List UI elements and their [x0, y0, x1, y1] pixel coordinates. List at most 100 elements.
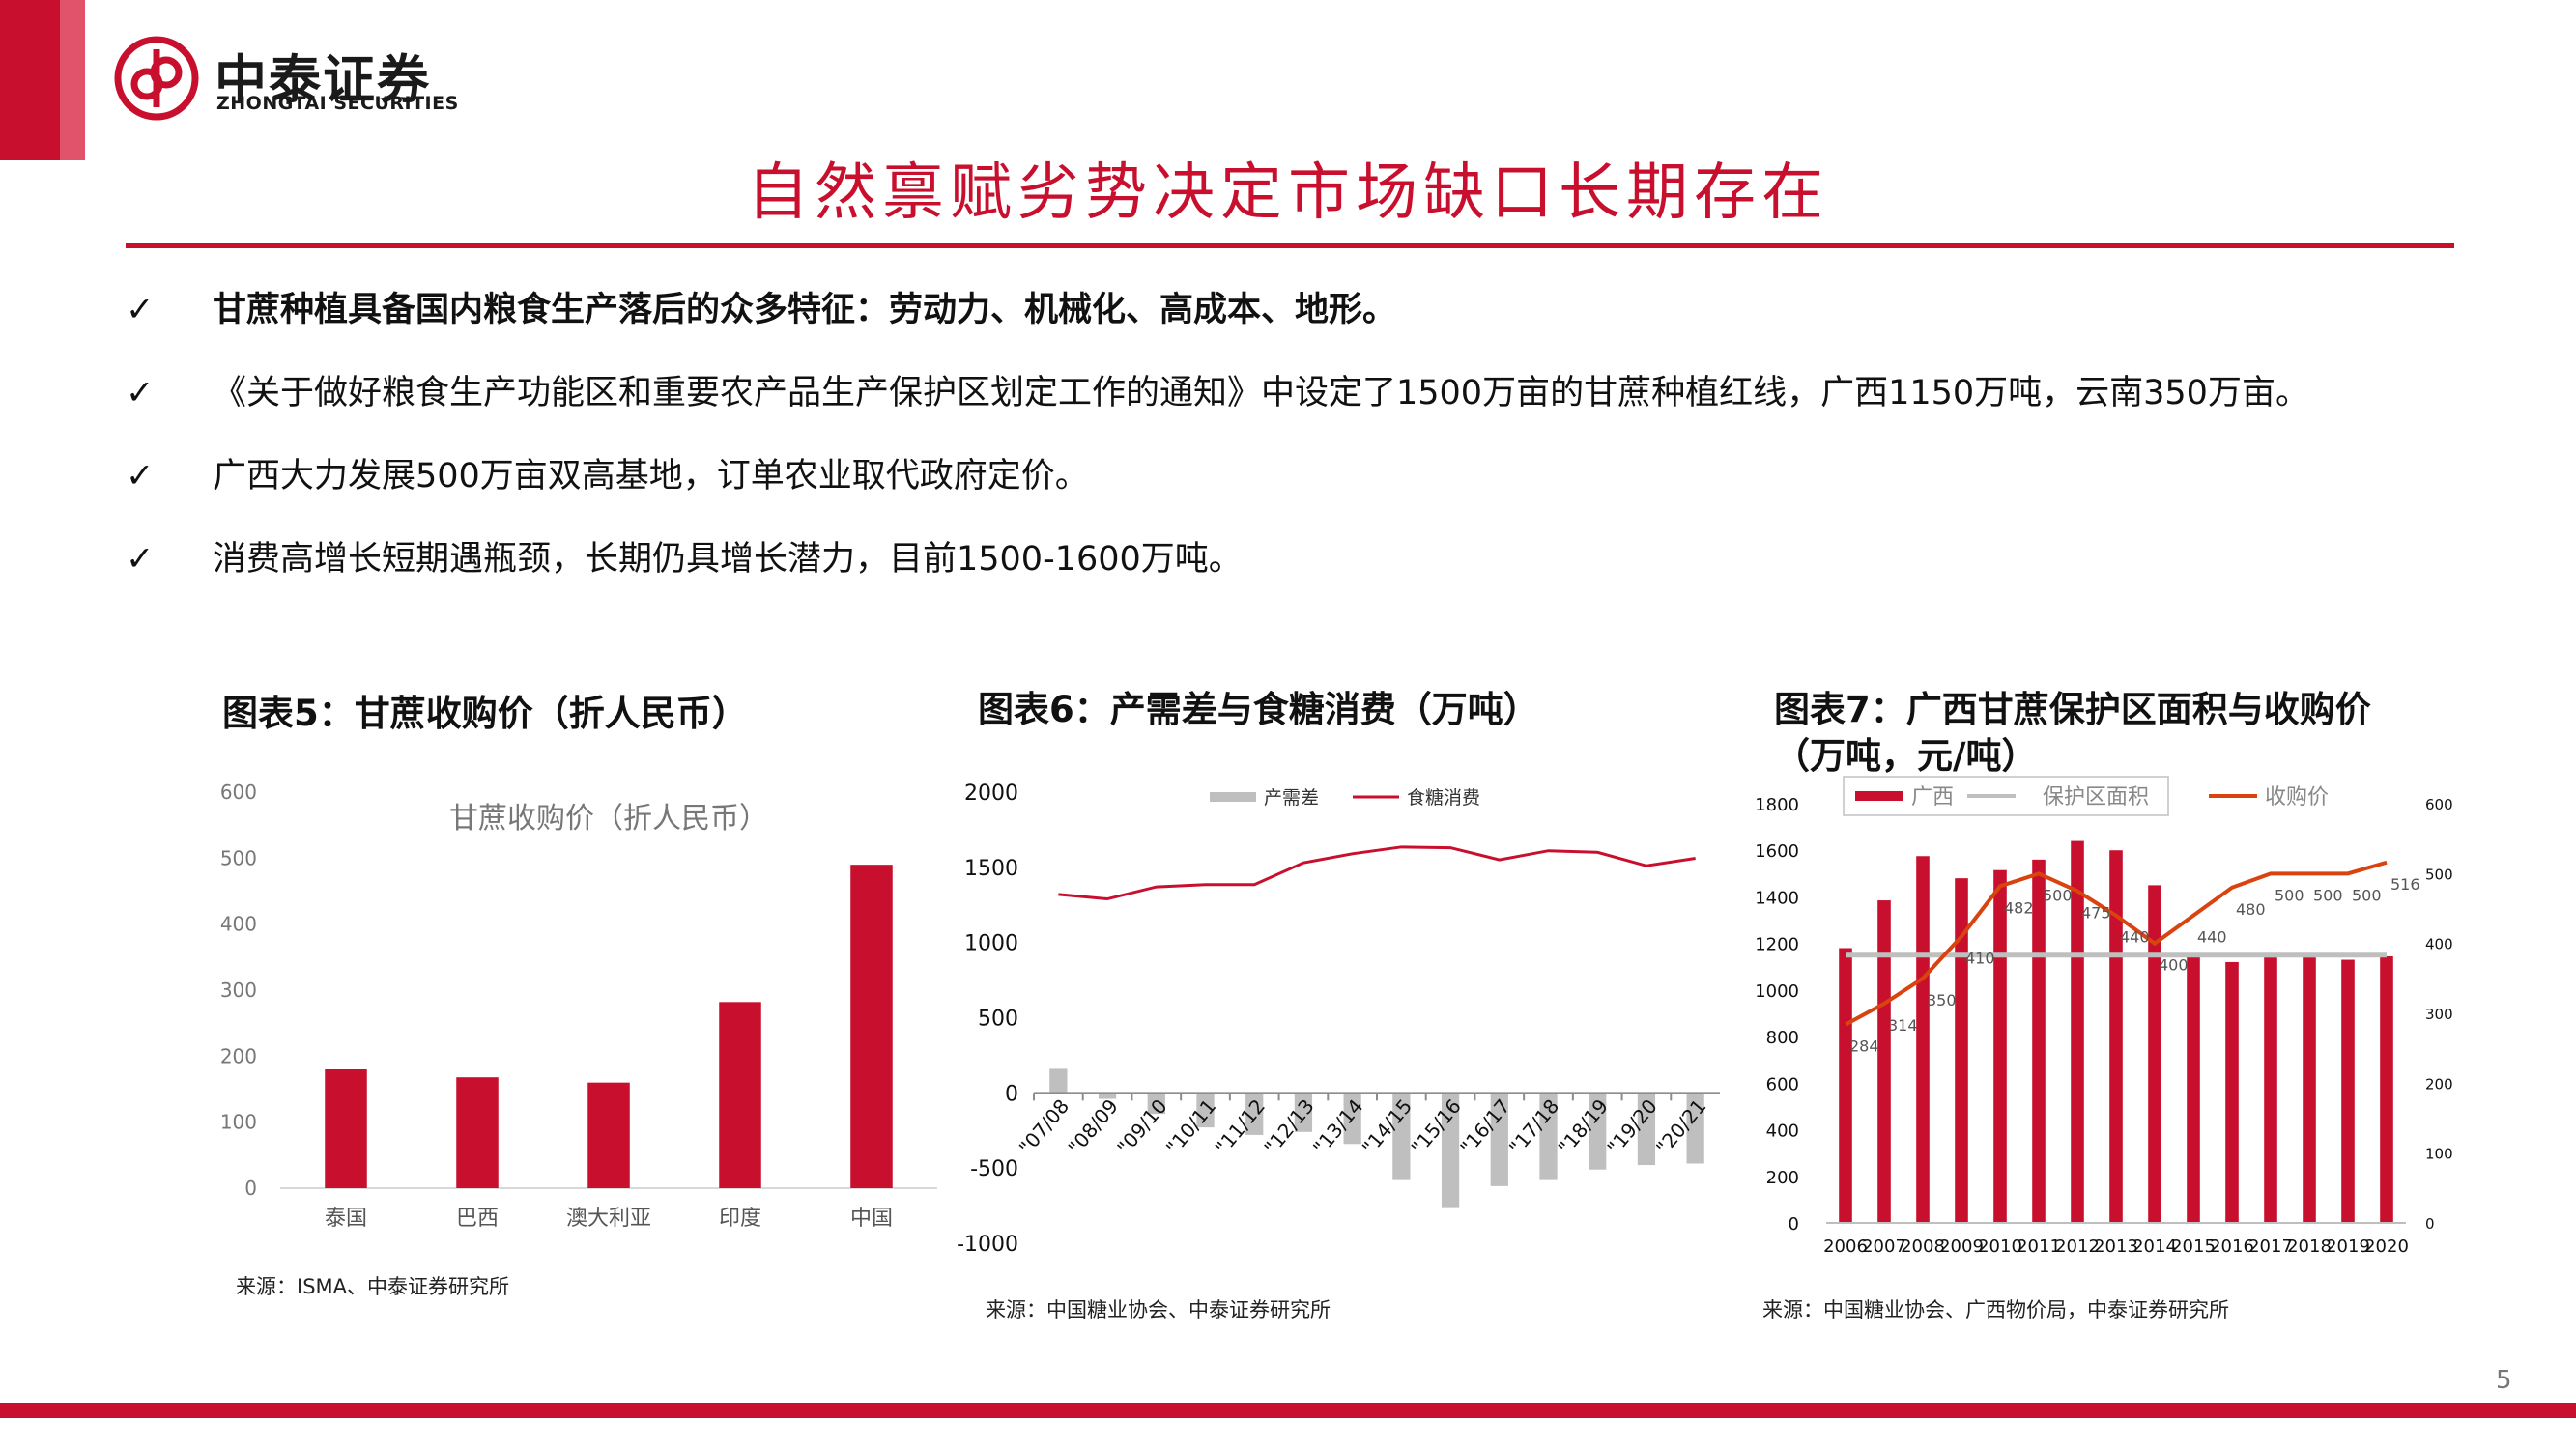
price-data-label: 500 — [2313, 886, 2343, 904]
bar-中国 — [850, 865, 893, 1188]
x-tick-label: "08/09 — [1064, 1094, 1123, 1159]
y-left-tick-label: 600 — [1766, 1074, 1799, 1094]
bar-guangxi-2007 — [1877, 900, 1891, 1223]
y-right-tick-label: 300 — [2425, 1006, 2453, 1023]
bar-gap-16/17 — [1490, 1093, 1508, 1186]
bar-gap-19/20 — [1637, 1093, 1656, 1166]
bar-guangxi-2017 — [2264, 957, 2277, 1223]
x-tick-label: 巴西 — [456, 1207, 499, 1231]
x-tick-label: 2006 — [1823, 1236, 1868, 1257]
bar-guangxi-2013 — [2109, 850, 2123, 1223]
y-right-tick-label: 200 — [2425, 1075, 2453, 1093]
corner-accent-bar — [0, 0, 85, 160]
chart-inner-title: 甘蔗收购价（折人民币） — [449, 802, 768, 836]
bar-guangxi-2009 — [1955, 878, 1968, 1223]
y-left-tick-label: 1200 — [1755, 935, 1799, 955]
y-right-tick-label: 100 — [2425, 1146, 2453, 1163]
purchase-price-line — [1845, 860, 2388, 1027]
footer-bar — [0, 1403, 2576, 1418]
y-tick-label: 0 — [244, 1177, 257, 1200]
y-left-tick-label: 1800 — [1755, 795, 1799, 815]
price-data-label: 400 — [2159, 956, 2189, 975]
bar-gap-07/08 — [1049, 1068, 1068, 1094]
y-right-tick-label: 0 — [2425, 1215, 2435, 1233]
bullet-item-1: ✓ 甘蔗种植具备国内粮食生产落后的众多特征：劳动力、机械化、高成本、地形。 — [126, 282, 1396, 331]
y-tick-label: -1000 — [957, 1233, 1018, 1257]
bullet-text: 消费高增长短期遇瓶颈，长期仍具增长潜力，目前1500-1600万吨。 — [213, 540, 1243, 579]
legend-label: 广西 — [1911, 785, 1954, 810]
bar-guangxi-2008 — [1916, 856, 1930, 1223]
price-data-label: 500 — [2043, 886, 2073, 904]
bar-gap-13/14 — [1343, 1093, 1361, 1145]
price-data-label: 480 — [2236, 900, 2266, 919]
bullet-text: 甘蔗种植具备国内粮食生产落后的众多特征：劳动力、机械化、高成本、地形。 — [213, 291, 1397, 329]
price-data-label: 350 — [1927, 991, 1957, 1009]
x-tick-label: 2019 — [2326, 1236, 2370, 1257]
chart5-heading: 图表5：甘蔗收购价（折人民币） — [222, 693, 748, 734]
bar-gap-08/09 — [1098, 1093, 1117, 1099]
y-left-tick-label: 800 — [1766, 1028, 1799, 1048]
consumption-line — [1058, 845, 1696, 901]
y-tick-label: 500 — [220, 846, 257, 869]
legend-label: 食糖消费 — [1407, 787, 1480, 809]
x-tick-label: 印度 — [719, 1207, 761, 1231]
x-tick-label: 2010 — [1978, 1236, 2022, 1257]
x-tick-label: 2009 — [1939, 1236, 1984, 1257]
bullet-item-2: ✓ 《关于做好粮食生产功能区和重要农产品生产保护区划定工作的通知》中设定了1500… — [126, 365, 2309, 414]
legend-label: 产需差 — [1264, 787, 1319, 809]
price-data-label: 440 — [2120, 928, 2150, 947]
price-data-label: 516 — [2390, 875, 2420, 894]
chart7-heading-line2: （万吨，元/吨） — [1774, 735, 2038, 777]
x-tick-label: "07/08 — [1015, 1094, 1073, 1159]
y-left-tick-label: 1600 — [1755, 841, 1799, 862]
bar-guangxi-2014 — [2148, 885, 2161, 1223]
price-data-label: 482 — [2004, 898, 2034, 917]
chart5-sugarcane-price: 0 100 200 300 400 500 600 甘蔗收购价（折人民币） 泰国 巴西 澳大利亚 印度… — [220, 781, 937, 1231]
bar-gap-10/11 — [1196, 1093, 1215, 1128]
bar-guangxi-2019 — [2341, 959, 2355, 1223]
title-divider — [126, 243, 2454, 248]
bar-gap-20/21 — [1686, 1093, 1704, 1164]
x-tick-label: 2018 — [2287, 1236, 2332, 1257]
bar-guangxi-2006 — [1839, 948, 1852, 1223]
x-tick-label: 2013 — [2094, 1236, 2138, 1257]
x-tick-label: 2014 — [2132, 1236, 2177, 1257]
bullet-text: 《关于做好粮食生产功能区和重要农产品生产保护区划定工作的通知》中设定了1500万… — [213, 374, 2309, 412]
bar-巴西 — [456, 1077, 499, 1188]
bar-gap-18/19 — [1589, 1093, 1607, 1170]
y-tick-label: 200 — [220, 1044, 257, 1067]
bar-印度 — [719, 1002, 761, 1188]
bar-gap-09/10 — [1147, 1093, 1165, 1115]
price-data-label: 500 — [2275, 886, 2304, 904]
bar-guangxi-2016 — [2225, 961, 2239, 1223]
x-tick-label: 泰国 — [325, 1207, 367, 1231]
x-tick-label: 2007 — [1862, 1236, 1906, 1257]
x-tick-label: 2008 — [1901, 1236, 1945, 1257]
bar-澳大利亚 — [587, 1082, 630, 1188]
x-tick-label: 2012 — [2055, 1236, 2100, 1257]
y-tick-label: 300 — [220, 979, 257, 1002]
bar-gap-15/16 — [1441, 1093, 1460, 1208]
legend-bar-swatch — [1855, 791, 1903, 801]
legend-bar-swatch — [1210, 792, 1256, 802]
brand-name-en: ZHONGTAI SECURITIES — [216, 93, 459, 114]
x-tick-label: "09/10 — [1112, 1094, 1171, 1159]
y-left-tick-label: 0 — [1789, 1214, 1799, 1235]
check-icon: ✓ — [126, 540, 155, 579]
x-tick-label: 2017 — [2248, 1236, 2293, 1257]
chart6-heading: 图表6：产需差与食糖消费（万吨） — [978, 689, 1539, 730]
page-title: 自然禀赋劣势决定市场缺口长期存在 — [747, 157, 1829, 229]
chart6-source: 来源：中国糖业协会、中泰证券研究所 — [986, 1298, 1331, 1321]
y-tick-label: 1500 — [964, 857, 1018, 881]
bullet-item-4: ✓ 消费高增长短期遇瓶颈，长期仍具增长潜力，目前1500-1600万吨。 — [126, 531, 1243, 581]
y-tick-label: 500 — [978, 1008, 1018, 1032]
y-right-tick-label: 400 — [2425, 936, 2453, 953]
y-tick-label: 100 — [220, 1111, 257, 1134]
check-icon: ✓ — [126, 291, 155, 329]
x-tick-label: 2015 — [2171, 1236, 2216, 1257]
price-data-label: 440 — [2197, 928, 2227, 947]
bullet-item-3: ✓ 广西大力发展500万亩双高基地，订单农业取代政府定价。 — [126, 448, 1089, 497]
y-tick-label: 2000 — [964, 781, 1018, 806]
y-tick-label: 400 — [220, 913, 257, 936]
check-icon: ✓ — [126, 457, 155, 496]
